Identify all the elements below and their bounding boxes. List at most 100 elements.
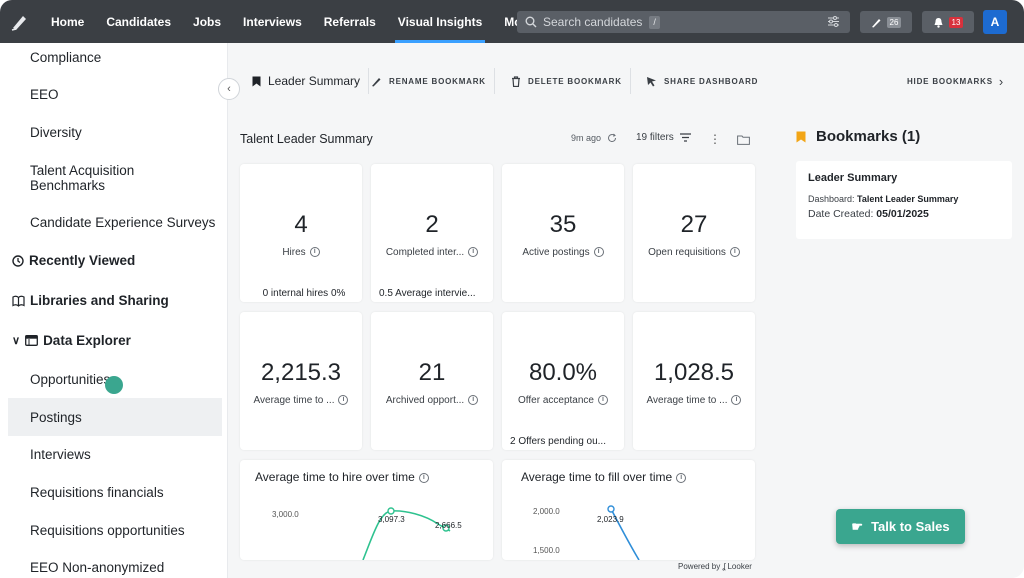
data-point[interactable]	[442, 524, 450, 532]
kpi-tile-archived-opportunities[interactable]: 21 Archived opport... i	[371, 312, 493, 450]
search-icon	[525, 16, 537, 28]
kpi-tile-avg-time-to-hire[interactable]: 2,215.3 Average time to ... i	[240, 312, 362, 450]
kpi-value: 35	[549, 211, 577, 238]
notifications-button[interactable]: 13	[922, 11, 974, 33]
avatar[interactable]: A	[983, 10, 1007, 34]
sidebar-item-postings[interactable]: Postings	[30, 410, 82, 425]
data-point[interactable]	[607, 505, 615, 513]
filters-button[interactable]: 19 filters	[636, 132, 691, 143]
sidebar-item-compliance[interactable]: Compliance	[30, 50, 102, 65]
kpi-label: Completed inter... i	[377, 247, 487, 258]
edit-icon	[871, 18, 881, 27]
info-icon[interactable]: i	[593, 247, 604, 258]
compose-button[interactable]: 26	[860, 11, 912, 33]
sidebar-item-opportunities[interactable]: Opportunities	[30, 372, 111, 387]
info-icon[interactable]: i	[597, 395, 608, 406]
nav-candidates[interactable]: Candidates	[106, 14, 172, 29]
sidebar-item-diversity[interactable]: Diversity	[30, 125, 82, 140]
chart-avg-time-to-hire[interactable]: Average time to hire over time i 3,000.0 …	[240, 460, 493, 560]
chart-avg-time-to-fill[interactable]: Average time to fill over time i 2,000.0 …	[502, 460, 755, 560]
chart-title: Average time to hire over time i	[255, 470, 429, 484]
kpi-label-text: Hires	[282, 247, 306, 258]
kpi-value: 2,215.3	[260, 359, 342, 386]
sidebar-item-eeo[interactable]: EEO	[30, 87, 59, 102]
kpi-tile-active-postings[interactable]: 35 Active postings i	[502, 164, 624, 302]
delete-bookmark-button[interactable]: DELETE BOOKMARK	[503, 68, 631, 94]
talk-to-sales-button[interactable]: ☛ Talk to Sales	[836, 509, 965, 544]
data-label: 3,097.3	[378, 515, 405, 524]
sidebar-item-requisitions-financials[interactable]: Requisitions financials	[30, 485, 164, 500]
info-icon[interactable]: i	[418, 472, 429, 483]
sidebar-item-eeo-non-anonymized[interactable]: EEO Non-anonymized	[30, 560, 165, 575]
info-icon[interactable]: i	[729, 247, 740, 258]
chart-title-text: Average time to fill over time	[521, 470, 673, 484]
kpi-tile-hires[interactable]: 4 Hires i 0 internal hires 0%	[240, 164, 362, 302]
sidebar-item-candidate-surveys[interactable]: Candidate Experience Surveys	[30, 215, 216, 230]
sidebar-section-libraries[interactable]: Libraries and Sharing	[12, 293, 169, 308]
rename-bookmark-button[interactable]: RENAME BOOKMARK	[363, 68, 495, 94]
kpi-subtext: 0 internal hires 0%	[262, 288, 346, 299]
refresh-icon	[608, 133, 617, 143]
chevron-right-icon: ›	[998, 74, 1004, 89]
share-dashboard-button[interactable]: SHARE DASHBOARD	[638, 68, 766, 94]
y-tick-label: 2,000.0	[533, 507, 560, 516]
kpi-label-text: Archived opport...	[385, 395, 465, 406]
sidebar-active-highlight	[8, 398, 222, 436]
kpi-value: 21	[418, 359, 446, 386]
book-icon	[12, 295, 25, 307]
kpi-subtext: 2 Offers pending ou...	[510, 436, 606, 447]
sliders-icon[interactable]	[827, 15, 840, 28]
sidebar-section-data-explorer[interactable]: ∨ Data Explorer	[12, 333, 131, 348]
hide-bookmarks-button[interactable]: HIDE BOOKMARKS ›	[907, 74, 1004, 89]
rename-label: RENAME BOOKMARK	[389, 76, 486, 86]
nav-interviews[interactable]: Interviews	[243, 14, 302, 29]
info-icon[interactable]: i	[309, 247, 320, 258]
info-icon[interactable]: i	[468, 395, 479, 406]
info-icon[interactable]: i	[676, 472, 687, 483]
collapse-sidebar-button[interactable]: ‹	[218, 78, 240, 100]
info-icon[interactable]: i	[338, 395, 349, 406]
app-logo[interactable]	[0, 0, 40, 43]
nav-referrals[interactable]: Referrals	[323, 14, 376, 29]
info-icon[interactable]: i	[468, 247, 479, 258]
powered-by-looker: Powered by ʆ Looker	[678, 562, 752, 571]
kpi-tile-completed-interviews[interactable]: 2 Completed inter... i 0.5 Average interv…	[371, 164, 493, 302]
data-label: 2,023.9	[597, 515, 624, 524]
chart-svg-hire: 3,000.0 3,097.3 2,666.5	[272, 507, 462, 560]
kpi-label-text: Active postings	[522, 247, 590, 258]
kpi-value: 80.0%	[528, 359, 598, 386]
kpi-label-text: Open requisitions	[648, 247, 726, 258]
sidebar: Compliance EEO Diversity Talent Acquisit…	[0, 43, 228, 578]
leader-summary-bookmark[interactable]: Leader Summary	[244, 68, 370, 94]
nav-visual-insights[interactable]: Visual Insights	[387, 0, 493, 43]
bookmark-icon	[252, 76, 261, 86]
last-updated[interactable]: 9m ago	[571, 133, 617, 143]
kpi-label-text: Average time to ...	[253, 395, 335, 406]
bookmarks-header: Bookmarks (1)	[796, 128, 920, 145]
search-input[interactable]: Search candidates /	[517, 11, 850, 33]
bookmark-card[interactable]: Leader Summary Dashboard: Talent Leader …	[796, 161, 1012, 239]
kpi-value: 4	[294, 211, 308, 238]
data-point[interactable]	[387, 507, 395, 515]
updated-label: 9m ago	[571, 133, 602, 143]
info-icon[interactable]: i	[731, 395, 742, 406]
dashboard-key: Dashboard:	[808, 194, 855, 204]
sidebar-item-ta-benchmarks[interactable]: Talent Acquisition Benchmarks	[30, 163, 135, 193]
kpi-tile-avg-time-to-fill[interactable]: 1,028.5 Average time to ... i	[633, 312, 755, 450]
sidebar-section-recently-viewed[interactable]: Recently Viewed	[12, 253, 135, 268]
nav-jobs[interactable]: Jobs	[193, 14, 222, 29]
kpi-tile-open-requisitions[interactable]: 27 Open requisitions i	[633, 164, 755, 302]
folder-icon[interactable]	[737, 135, 750, 145]
nav-home[interactable]: Home	[51, 14, 85, 29]
bell-icon	[934, 17, 943, 28]
section-label: Libraries and Sharing	[30, 293, 169, 308]
chart-svg-fill: 2,000.0 1,500.0 2,023.9	[533, 505, 640, 560]
kpi-tile-offer-acceptance[interactable]: 80.0% Offer acceptance i 2 Offers pending…	[502, 312, 624, 450]
filter-lines-icon	[679, 133, 691, 142]
kpi-label: Offer acceptance i	[508, 395, 618, 406]
kpi-value: 2	[425, 211, 439, 238]
more-options-icon[interactable]: ⋮	[709, 132, 721, 146]
sidebar-item-interviews[interactable]: Interviews	[30, 447, 91, 462]
sidebar-item-requisitions-opportunities[interactable]: Requisitions opportunities	[30, 523, 185, 538]
